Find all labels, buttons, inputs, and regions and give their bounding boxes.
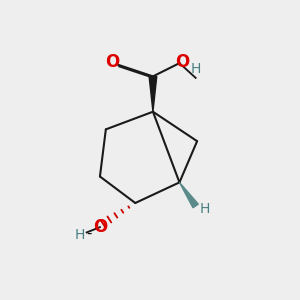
Text: H: H — [199, 202, 210, 216]
Text: H: H — [74, 228, 85, 242]
Text: -: - — [86, 226, 92, 241]
Polygon shape — [179, 182, 198, 208]
Text: O: O — [93, 218, 107, 236]
Polygon shape — [149, 76, 157, 112]
Text: H: H — [190, 62, 201, 76]
Text: O: O — [105, 53, 119, 71]
Text: O: O — [175, 53, 189, 71]
